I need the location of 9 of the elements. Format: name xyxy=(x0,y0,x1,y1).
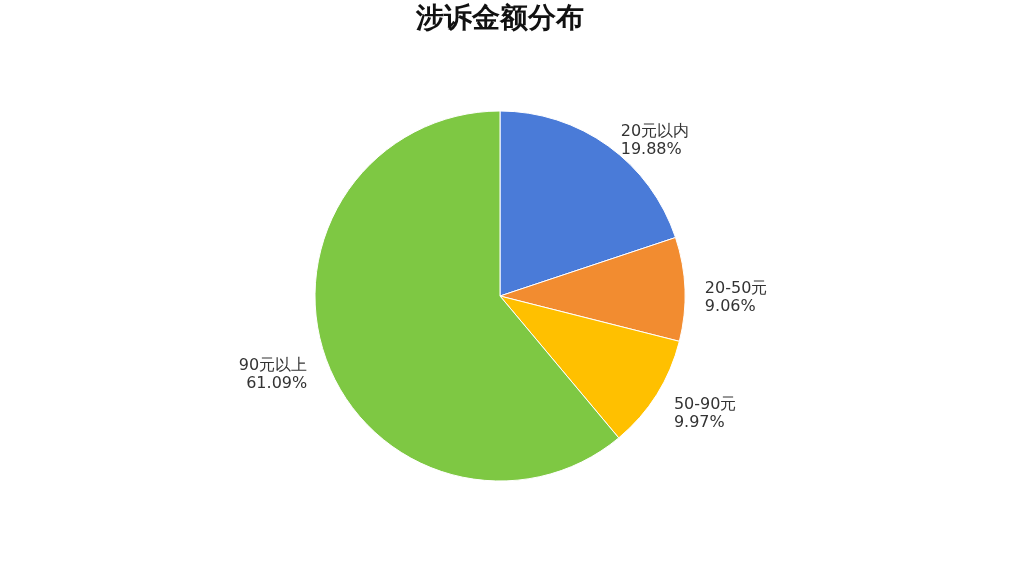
data-label: 9.97% xyxy=(673,411,725,431)
chart-title: 涉诉金额分布 xyxy=(415,1,584,34)
data-label: 19.88% xyxy=(620,139,682,159)
slice-label: 20元以内 xyxy=(620,121,690,141)
data-label: 61.09% xyxy=(246,373,308,393)
data-label: 9.06% xyxy=(704,296,756,316)
slice-label: 90元以上 xyxy=(238,355,308,375)
slice-label: 50-90元 xyxy=(673,393,737,413)
slice-label: 20-50元 xyxy=(704,278,768,298)
